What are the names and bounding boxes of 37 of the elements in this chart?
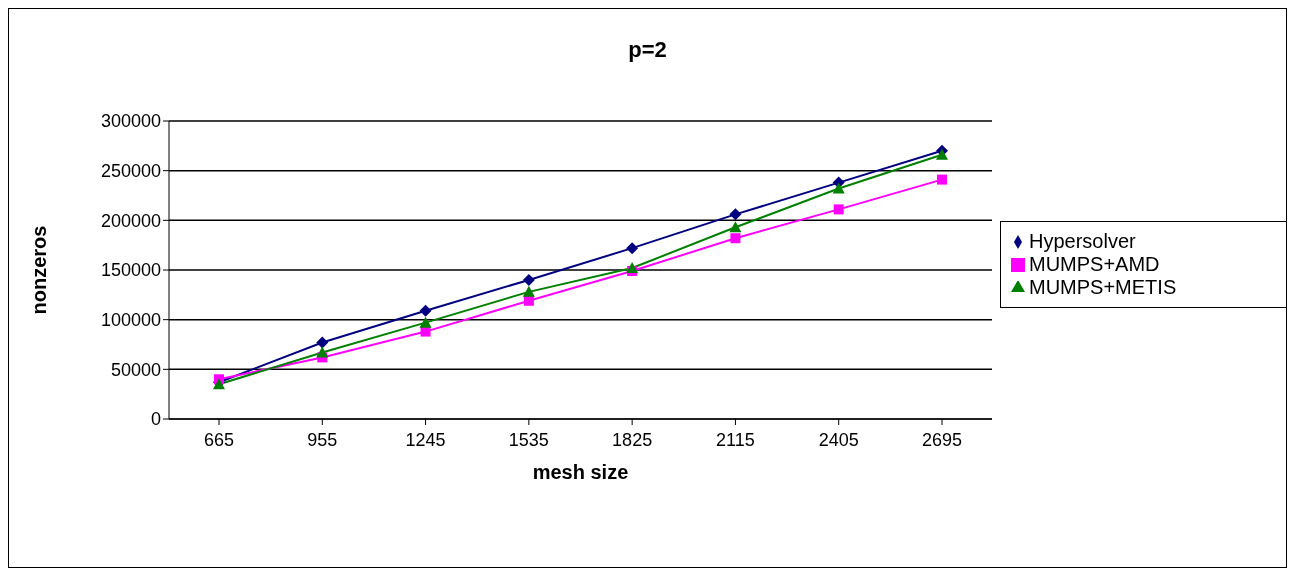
x-tick-label: 2115 xyxy=(716,429,755,450)
y-tick-label: 0 xyxy=(150,409,161,430)
y-tick-label: 100000 xyxy=(100,310,161,331)
x-axis-title: mesh size xyxy=(532,461,629,483)
point xyxy=(316,336,329,349)
y-tick-label: 200000 xyxy=(100,210,161,231)
y-tick-label: 250000 xyxy=(100,161,161,182)
y-tick-label: 150000 xyxy=(100,260,161,281)
y-tick-label: 300000 xyxy=(100,111,161,132)
x-tick-label: 665 xyxy=(203,429,235,450)
chart-title: p=2 xyxy=(627,37,668,63)
point xyxy=(420,326,431,337)
point xyxy=(522,285,535,297)
legend-label: MUMPS+METIS xyxy=(1029,275,1177,298)
x-tick-label: 1825 xyxy=(612,429,653,450)
x-tick-label: 2405 xyxy=(818,429,859,450)
point xyxy=(833,204,844,215)
point xyxy=(316,346,329,358)
point xyxy=(523,295,534,306)
point xyxy=(522,273,535,286)
y-tick-label: 50000 xyxy=(110,359,161,380)
x-tick-label: 955 xyxy=(307,429,338,450)
y-axis-title: nonzeros xyxy=(28,225,51,315)
point xyxy=(937,174,947,185)
point xyxy=(729,221,742,233)
point xyxy=(419,304,432,317)
x-tick-label: 2695 xyxy=(921,429,963,450)
point xyxy=(730,233,741,244)
point xyxy=(626,242,639,255)
point xyxy=(729,208,742,221)
legend-label: MUMPS+AMD xyxy=(1029,252,1160,275)
legend-label: Hypersolver xyxy=(1029,229,1136,252)
point xyxy=(419,316,432,328)
x-tick-label: 1245 xyxy=(405,429,446,450)
point xyxy=(936,148,948,160)
x-tick-label: 1535 xyxy=(508,429,549,450)
point xyxy=(832,182,845,194)
